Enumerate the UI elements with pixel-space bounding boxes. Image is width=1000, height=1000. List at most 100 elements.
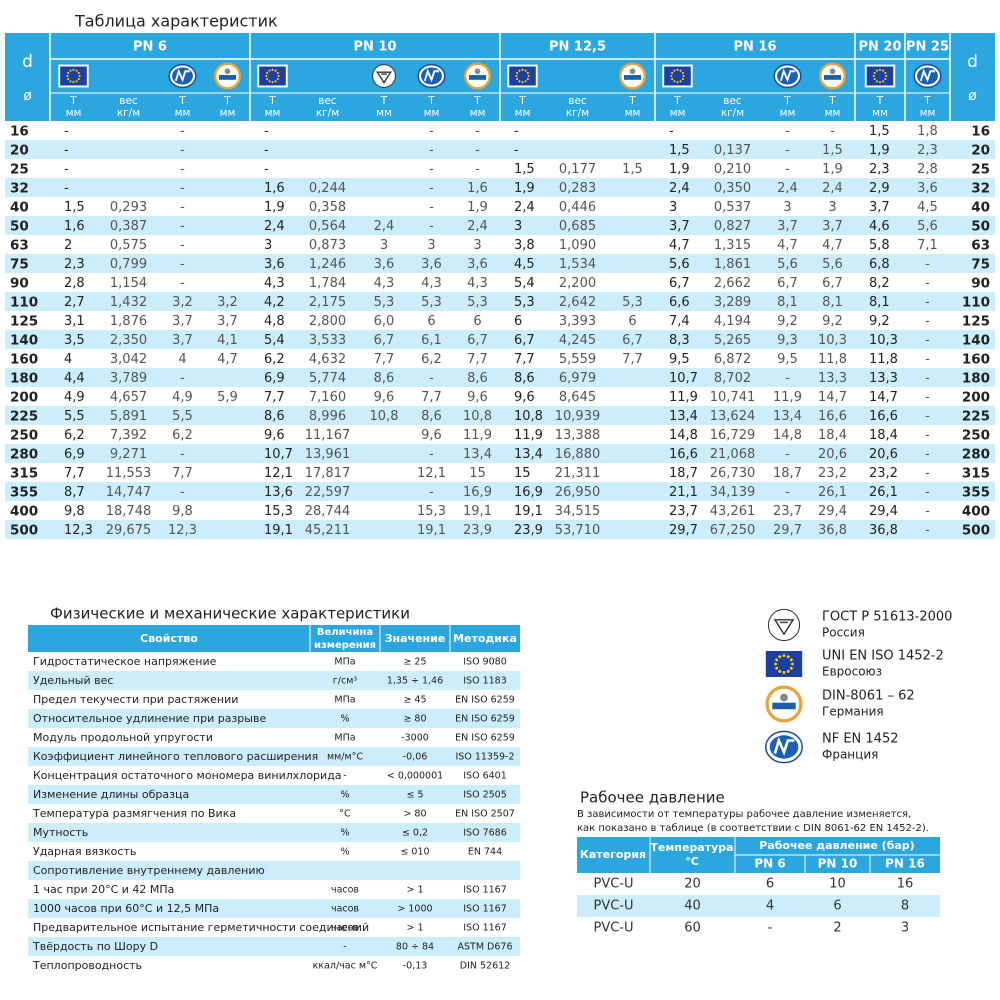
cell-text: 40 [684, 899, 701, 914]
cell-text: 1,5 [869, 124, 890, 139]
cell-text: 9,8 [64, 504, 85, 519]
cell-text: 5,3 [374, 295, 395, 310]
cell-text: - [264, 124, 269, 139]
cell-text: 5,3 [514, 295, 535, 310]
cell-text: 1,5 [622, 162, 643, 177]
cell-text: 1,8 [917, 124, 938, 139]
cell-text: - [429, 124, 434, 139]
cell-text: 7,7 [467, 352, 488, 367]
cell-text: 1 час при 20°С и 42 МПа [33, 883, 174, 896]
row-bg [5, 387, 995, 406]
cell-text: часов [331, 904, 359, 915]
d-value: 50 [10, 219, 29, 235]
cell-text: 1,6 [264, 181, 285, 196]
cell-text: 3,6 [917, 181, 938, 196]
cell-text: - [429, 219, 434, 234]
row-bg [5, 121, 995, 140]
icon-eu-star [526, 71, 529, 74]
cell-text: 11,9 [463, 428, 492, 443]
cell-text: 2,350 [110, 333, 147, 348]
cell-text: 1,784 [309, 276, 346, 291]
icon-eu-star [268, 80, 271, 83]
icon-eu-star [882, 69, 885, 72]
cell-text: 23,9 [463, 523, 492, 538]
cell-text: 8,6 [264, 409, 285, 424]
cell-text: 8,1 [869, 295, 890, 310]
cell-text: 1,5 [64, 200, 85, 215]
cell-text: часов [331, 923, 359, 934]
cell-text: 6,2 [421, 352, 442, 367]
icon-eu-star [775, 666, 779, 670]
cell-text: 3,7 [777, 219, 798, 234]
cell-text: -3000 [401, 733, 429, 744]
cell-text: - [180, 485, 185, 500]
cell-text: 6,8 [869, 257, 890, 272]
cell-text: 1,9 [264, 200, 285, 215]
cell-text: 2 [833, 921, 841, 936]
cell-text: - [180, 143, 185, 158]
cell-text: 2,4 [777, 181, 798, 196]
cell-text: 3 [264, 238, 272, 253]
icon-eu-star [268, 69, 271, 72]
cell-text: EN ISO 6259 [455, 695, 515, 706]
cell-text: 16,9 [463, 485, 492, 500]
d-header: d [22, 52, 33, 72]
cell-text: 21,068 [710, 447, 756, 462]
cell-text: - [514, 143, 519, 158]
cell-text: 7,160 [309, 390, 346, 405]
cell-text: 20 [684, 877, 701, 892]
icon-eu-star [274, 69, 277, 72]
cell-text: 10,3 [818, 333, 847, 348]
cell-text: 4,245 [559, 333, 596, 348]
cell-text: 4 [64, 352, 72, 367]
cell-text: 0,210 [714, 162, 751, 177]
cell-text: 1,5 [822, 143, 843, 158]
icon-eu-star [782, 671, 786, 674]
cell-text: 0,293 [110, 200, 147, 215]
cell-text: 0,446 [559, 200, 596, 215]
cell-text: 9,2 [822, 314, 843, 329]
column-header: вес [119, 95, 138, 107]
cell-text: - [785, 124, 790, 139]
cell-text: 3,7 [217, 314, 238, 329]
cell-text: 6,7 [669, 276, 690, 291]
icon-nf-mark [773, 736, 795, 756]
cell-text: - [925, 333, 930, 348]
cell-text: МПа [334, 695, 355, 706]
cell-text: Твёрдость по Шору D [32, 940, 158, 953]
cell-text: 1000 часов при 60°С и 12,5 МПа [33, 902, 219, 915]
cell-text: - [475, 162, 480, 177]
group-header: PN 16 [733, 40, 776, 55]
cell-text: ккал/час м°С [313, 961, 378, 972]
cell-text: 10,7 [669, 371, 698, 386]
icon-gost-mark [376, 71, 392, 84]
cell-text: EN ISO 6259 [455, 733, 515, 744]
row-bg [28, 747, 520, 766]
standard-name: UNI EN ISO 1452-2 [822, 649, 944, 664]
icon-dvgw-bar [823, 75, 842, 80]
cell-text: 5,6 [777, 257, 798, 272]
title: Рабочее давление [580, 789, 725, 807]
cell-text: 16 [897, 877, 914, 892]
cell-text: 3,289 [714, 295, 751, 310]
column-header: кг/м [316, 107, 339, 119]
note: В зависимости от температуры рабочее дав… [577, 809, 911, 820]
cell-text: 34,515 [555, 504, 601, 519]
group-header: PN 12,5 [549, 40, 606, 55]
cell-text: 5,265 [714, 333, 751, 348]
column-header: мм [625, 107, 641, 119]
column-header: вес [723, 95, 742, 107]
cell-text: 3,8 [514, 238, 535, 253]
d-value: 160 [10, 352, 38, 368]
cell-text: 1,5 [669, 143, 690, 158]
cell-text: 0,575 [110, 238, 147, 253]
d-value: 400 [10, 504, 38, 520]
row-bg [28, 880, 520, 899]
cell-text: 0,137 [714, 143, 751, 158]
cell-text: 9,6 [374, 390, 395, 405]
icon-dvgw-dot [780, 693, 788, 702]
d-value: 20 [10, 143, 29, 159]
icon-eu-star [266, 71, 269, 74]
cell-text: 3 [427, 238, 435, 253]
column-header: Т [876, 95, 884, 107]
